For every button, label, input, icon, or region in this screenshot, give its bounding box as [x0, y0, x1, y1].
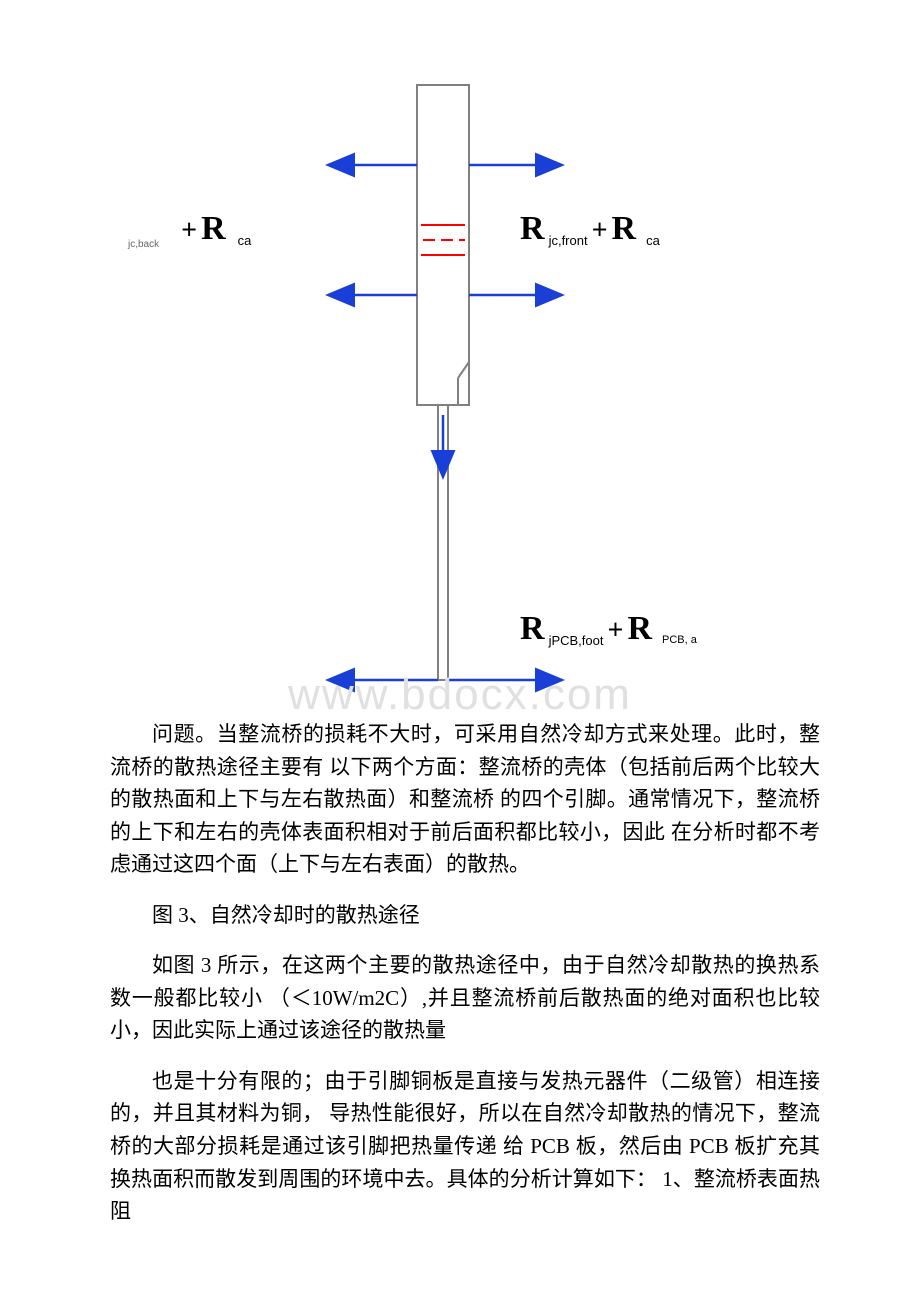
rt-plus: +	[592, 215, 608, 246]
rt-sub2: ca	[646, 233, 660, 248]
rt-R1: R	[520, 210, 545, 247]
rt-R2: R	[612, 210, 637, 247]
left-plus: +	[181, 215, 197, 246]
rb-sub2: PCB, a	[662, 634, 697, 646]
label-right-bottom: R jPCB,foot + R PCB, a	[520, 610, 697, 648]
thermal-diagram: jc,back + R ca R jc,front + R ca R jPCB,…	[0, 0, 920, 700]
rb-R1: R	[520, 610, 545, 647]
left-sub1: jc,back	[128, 239, 159, 250]
document-text: 问题。当整流桥的损耗不大时，可采用自然冷却方式来处理。此时，整流桥的散热途径主要…	[0, 718, 920, 1228]
figure-caption: 图 3、自然冷却时的散热途径	[110, 899, 820, 932]
rb-plus: +	[607, 615, 623, 646]
watermark: www.bdocx.com	[288, 670, 632, 720]
label-right-top: R jc,front + R ca	[520, 210, 660, 248]
paragraph-1: 问题。当整流桥的损耗不大时，可采用自然冷却方式来处理。此时，整流桥的散热途径主要…	[110, 718, 820, 881]
left-sub2: ca	[238, 233, 252, 248]
paragraph-4: 也是十分有限的；由于引脚铜板是直接与发热元器件（二级管）相连接的，并且其材料为铜…	[110, 1065, 820, 1228]
rt-sub1: jc,front	[549, 233, 588, 248]
rb-sub1: jPCB,foot	[549, 633, 604, 648]
left-R2: R	[201, 210, 226, 247]
rb-R2: R	[627, 610, 652, 647]
paragraph-3: 如图 3 所示，在这两个主要的散热途径中，由于自然冷却散热的换热系数一般都比较小…	[110, 949, 820, 1047]
diagram-svg	[0, 0, 920, 700]
label-left: jc,back + R ca	[128, 210, 251, 248]
